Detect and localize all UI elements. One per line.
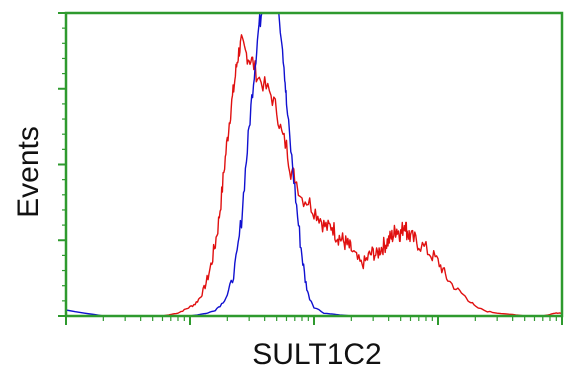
axis-ticks <box>58 12 563 325</box>
y-axis-label: Events <box>12 126 45 218</box>
series-line-2 <box>65 12 562 317</box>
plot-frame-rect <box>64 11 564 318</box>
series-line-1 <box>66 34 563 317</box>
series-lines <box>65 12 563 317</box>
plot-frame <box>64 11 564 318</box>
x-axis-label: SULT1C2 <box>252 338 382 371</box>
